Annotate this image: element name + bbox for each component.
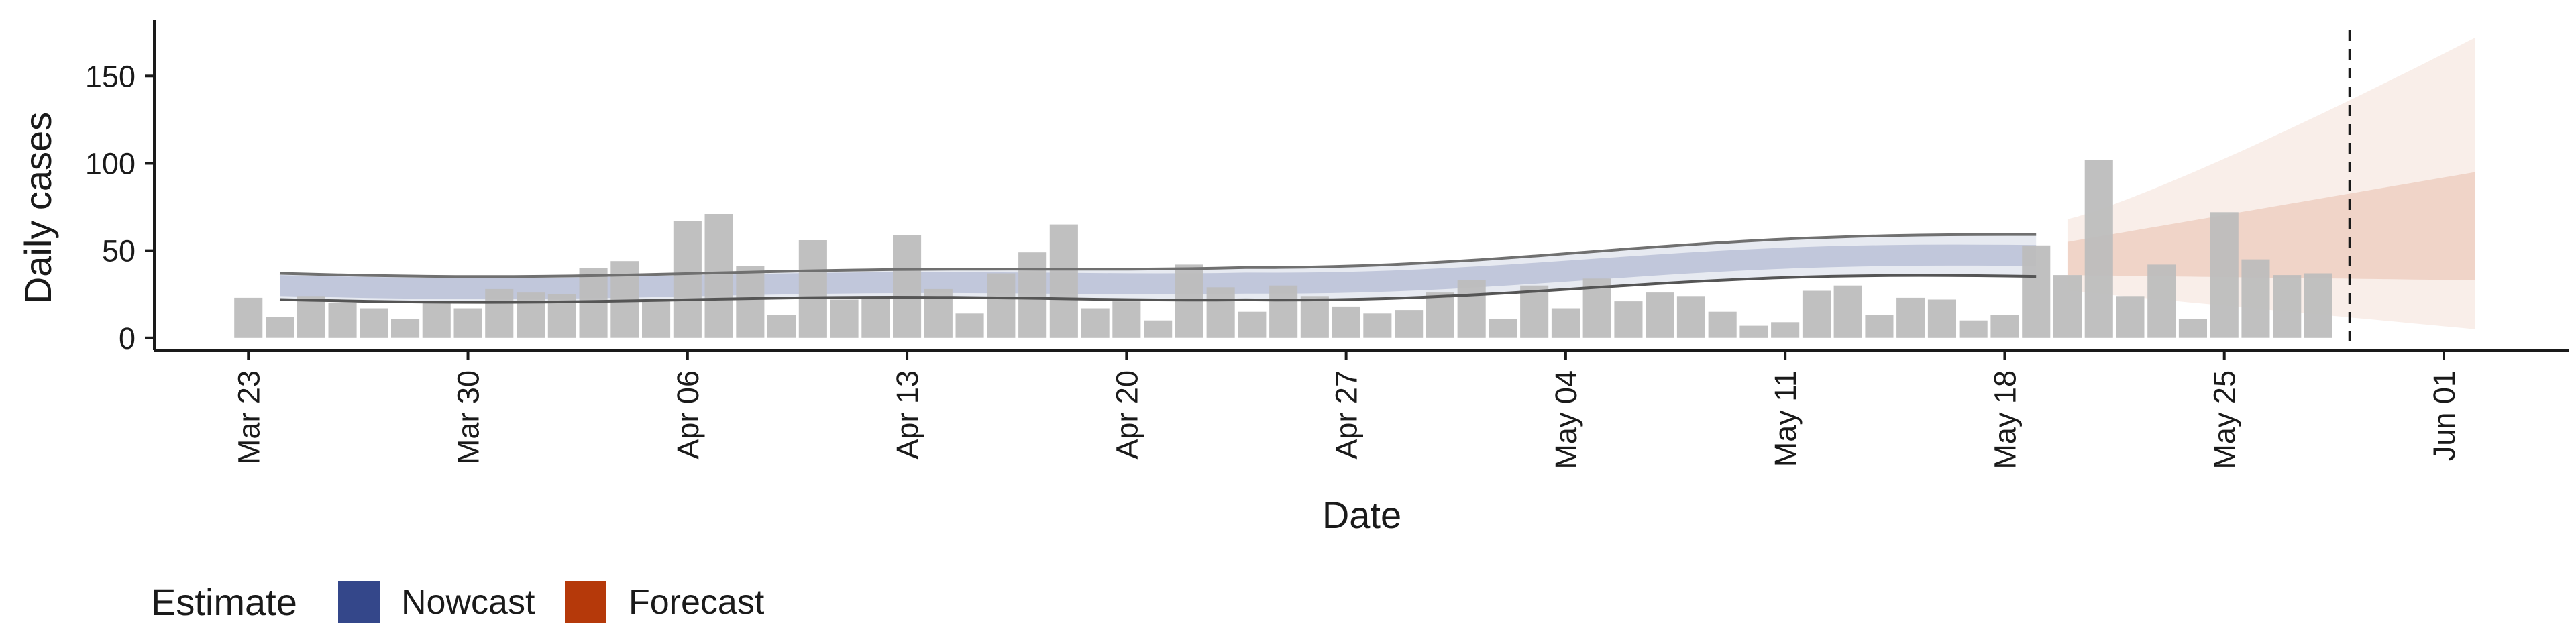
nowcast-lower-line [279, 274, 2037, 304]
bar [360, 308, 388, 338]
bar [1081, 308, 1110, 338]
bar [1614, 301, 1643, 338]
x-tick-label: Apr 13 [890, 370, 924, 460]
bar [234, 297, 263, 338]
estimate-ribbons [280, 38, 2475, 329]
bar [1771, 322, 1800, 338]
bar [861, 297, 890, 338]
bar [1332, 306, 1360, 338]
bar [1363, 313, 1392, 338]
legend-swatch-forecast [565, 581, 606, 623]
bar [1927, 299, 1956, 338]
bar [2210, 212, 2239, 338]
bar [1896, 297, 1925, 338]
bar [767, 315, 796, 338]
bar [1646, 292, 1674, 338]
bar [1018, 252, 1047, 338]
bar [422, 301, 451, 338]
bar [893, 235, 922, 338]
x-tick-label: May 18 [1988, 370, 2022, 470]
x-tick-label: May 11 [1768, 370, 1803, 467]
bar [2053, 275, 2082, 338]
bar [1551, 308, 1580, 338]
nowcast-upper-line [279, 233, 2037, 278]
bar [1457, 280, 1486, 338]
bar [579, 268, 608, 338]
bar [2147, 264, 2176, 338]
bar [266, 317, 294, 338]
x-tick-label: Mar 23 [231, 370, 266, 464]
y-tick-label: 100 [85, 146, 136, 180]
x-tick-label: Jun 01 [2427, 370, 2461, 461]
bar [2022, 245, 2051, 338]
bar [391, 319, 420, 338]
bar [485, 288, 514, 338]
y-axis-title: Daily cases [17, 112, 59, 304]
x-tick-label: May 25 [2208, 370, 2242, 470]
y-tick-label: 0 [119, 321, 136, 356]
bar [987, 273, 1016, 338]
bar [517, 292, 545, 338]
bar [704, 214, 733, 338]
bar [798, 240, 827, 338]
bar [2273, 275, 2302, 338]
x-axis-title: Date [1322, 494, 1401, 536]
legend-label-nowcast: Nowcast [401, 583, 535, 622]
bar [1833, 285, 1862, 338]
bar [1144, 320, 1173, 338]
x-tick-label: Apr 06 [671, 370, 705, 460]
bar [2241, 259, 2270, 338]
bar [642, 301, 671, 338]
bar [1112, 301, 1141, 338]
estimate-lines [279, 30, 2351, 350]
bar [453, 308, 482, 338]
bar [328, 303, 357, 338]
bar [1269, 285, 1298, 338]
bar [1802, 290, 1831, 338]
bar [2084, 160, 2113, 338]
legend: Estimate Nowcast Forecast [151, 581, 765, 623]
forecast-90-ribbon [2067, 38, 2475, 329]
legend-label-forecast: Forecast [629, 583, 765, 622]
x-tick-label: Apr 27 [1330, 370, 1364, 460]
bar [1300, 296, 1329, 338]
bar [297, 296, 325, 338]
bar [1520, 285, 1549, 338]
bar [2116, 296, 2145, 338]
bar [1489, 319, 1517, 338]
bar [1676, 296, 1705, 338]
legend-title: Estimate [151, 581, 297, 623]
y-axis-ticks: 0 50 100 150 [85, 59, 154, 356]
bar [1708, 311, 1737, 338]
bar [2178, 319, 2207, 338]
x-tick-label: Apr 20 [1110, 370, 1144, 460]
bar [1426, 292, 1454, 338]
bar [673, 221, 702, 338]
y-tick-label: 150 [85, 59, 136, 93]
bar [1238, 311, 1267, 338]
bar [1865, 315, 1894, 338]
x-tick-label: May 04 [1549, 370, 1583, 470]
y-tick-label: 50 [102, 234, 136, 268]
daily-case-bars [234, 160, 2332, 338]
forecast-50-ribbon [2067, 172, 2475, 280]
bar [1395, 310, 1424, 338]
bar [1959, 320, 1988, 338]
bar [736, 266, 765, 338]
bar [2304, 273, 2332, 338]
legend-swatch-nowcast [338, 581, 380, 623]
bar [1739, 325, 1768, 338]
bar [1049, 224, 1078, 338]
x-tick-label: Mar 30 [451, 370, 486, 464]
bar [1206, 287, 1235, 338]
bar [1990, 315, 2019, 338]
bar [830, 299, 859, 338]
x-axis-ticks: Mar 23 Mar 30 Apr 06 Apr 13 Apr 20 Apr 27 May … [231, 350, 2461, 470]
bar [955, 313, 984, 338]
